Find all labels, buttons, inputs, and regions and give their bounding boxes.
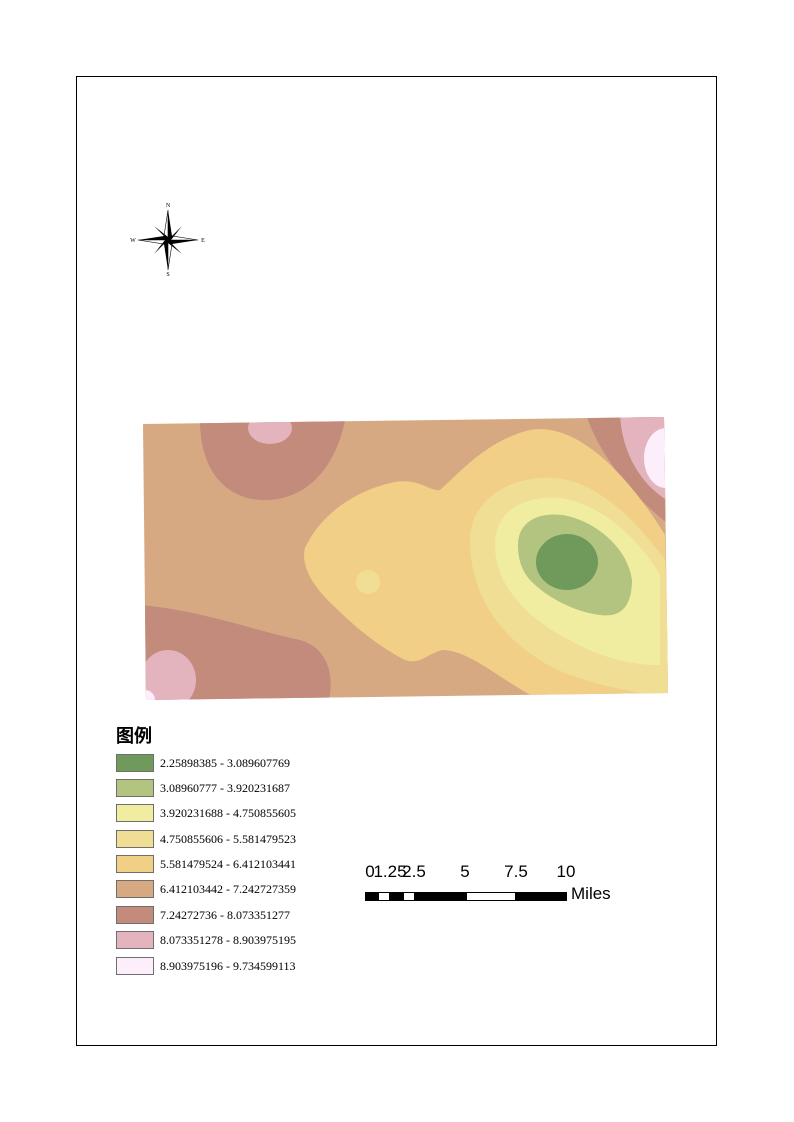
legend-swatch	[116, 855, 154, 873]
page-frame	[76, 76, 717, 1046]
south-label: S	[166, 272, 169, 278]
scale-tick-label: 7.5	[504, 862, 528, 881]
legend-label: 3.920231688 - 4.750855605	[160, 806, 296, 820]
legend-label: 8.073351278 - 8.903975195	[160, 933, 296, 947]
east-label: E	[201, 238, 205, 244]
west-label: W	[130, 238, 136, 244]
legend-swatch	[116, 804, 154, 822]
legend-swatch	[116, 931, 154, 949]
scale-tick-label: 10	[556, 862, 576, 881]
north-label: N	[166, 203, 171, 209]
scale-tick-label: 0	[365, 862, 375, 881]
legend-label: 3.08960777 - 3.920231687	[160, 781, 290, 795]
legend-swatch	[116, 779, 154, 797]
legend-label: 8.903975196 - 9.734599113	[160, 959, 296, 973]
scale-tick-label: 1.25	[373, 862, 407, 881]
scale-segment	[415, 892, 466, 901]
legend-swatch	[116, 957, 154, 975]
scale-segment	[466, 892, 516, 901]
legend-swatch	[116, 880, 154, 898]
scale-bar: 0 1.25 2.5 5 7.5 10 Miles	[360, 862, 630, 912]
legend-label: 2.25898385 - 3.089607769	[160, 756, 290, 770]
scale-segment	[390, 892, 403, 901]
legend-label: 5.581479524 - 6.412103441	[160, 857, 296, 871]
legend-label: 6.412103442 - 7.242727359	[160, 882, 296, 896]
scale-tick-label: 2.5	[402, 862, 426, 881]
legend-label: 7.24272736 - 8.073351277	[160, 908, 290, 922]
scale-segment	[378, 892, 390, 901]
legend-swatch	[116, 754, 154, 772]
scale-segment	[365, 892, 378, 901]
legend-title: 图例	[116, 726, 152, 747]
scale-tick-label: 5	[460, 862, 470, 881]
scale-segment	[403, 892, 415, 901]
legend-swatch	[116, 906, 154, 924]
scale-segment	[516, 892, 567, 901]
scale-units: Miles	[571, 884, 611, 903]
north-arrow-icon: N S E W	[130, 203, 205, 278]
legend-swatch	[116, 830, 154, 848]
legend-label: 4.750855606 - 5.581479523	[160, 832, 296, 846]
